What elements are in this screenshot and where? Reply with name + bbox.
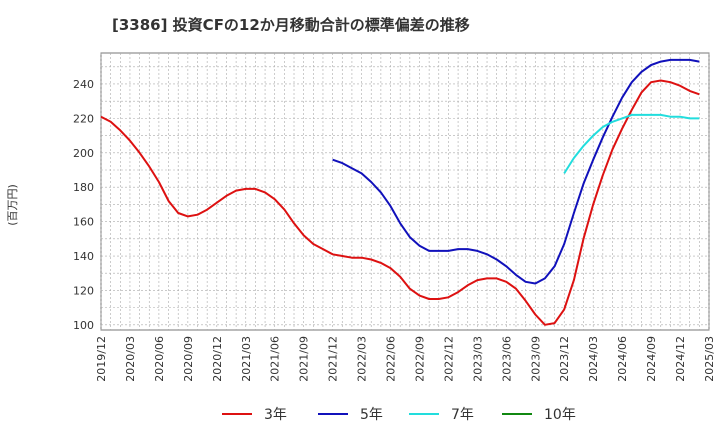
plot-area: [100, 52, 710, 331]
x-tick-label: 2020/06: [153, 336, 166, 382]
legend-label: 10年: [544, 407, 576, 423]
x-tick-label: 2021/09: [298, 336, 311, 382]
legend-label: 3年: [264, 407, 287, 423]
y-tick-label: 100: [73, 319, 94, 332]
x-tick-label: 2024/03: [587, 336, 600, 382]
x-tick-label: 2024/09: [645, 336, 658, 382]
x-tick-label: 2020/12: [211, 336, 224, 382]
y-axis-label: (百万円): [6, 184, 19, 226]
x-axis: 2019/12 2020/03 2020/06 2020/09 2020/12 2021/…: [95, 336, 716, 382]
x-tick-label: 2020/03: [124, 336, 137, 382]
y-tick-label: 200: [73, 147, 94, 160]
y-axis: 100 120 140 160 180 200 220 240: [73, 78, 94, 332]
x-tick-label: 2023/09: [529, 336, 542, 382]
series-layer: [100, 58, 700, 326]
series-line-3年: [100, 79, 700, 326]
y-tick-label: 120: [73, 284, 94, 297]
x-tick-label: 2023/06: [500, 336, 513, 382]
x-tick-label: 2022/03: [356, 336, 369, 382]
legend-label: 7年: [451, 407, 474, 423]
x-tick-label: 2022/06: [385, 336, 398, 382]
x-tick-label: 2022/12: [442, 336, 455, 382]
x-tick-label: 2019/12: [95, 336, 108, 382]
series-line-7年: [563, 113, 700, 174]
y-tick-label: 140: [73, 250, 94, 263]
y-tick-label: 160: [73, 216, 94, 229]
x-tick-label: 2024/12: [674, 336, 687, 382]
legend-label: 5年: [360, 407, 383, 423]
x-tick-label: 2023/12: [558, 336, 571, 382]
x-tick-label: 2025/03: [703, 336, 716, 382]
series-line-5年: [332, 58, 700, 285]
x-tick-label: 2021/03: [240, 336, 253, 382]
grid-layer: [100, 53, 710, 330]
y-tick-label: 240: [73, 78, 94, 91]
y-tick-label: 220: [73, 112, 94, 125]
y-tick-label: 180: [73, 181, 94, 194]
x-tick-label: 2021/06: [269, 336, 282, 382]
x-tick-label: 2024/06: [616, 336, 629, 382]
legend: 3年 5年 7年 10年: [222, 407, 576, 423]
x-tick-label: 2020/09: [182, 336, 195, 382]
x-tick-label: 2021/12: [327, 336, 340, 382]
x-tick-label: 2022/09: [413, 336, 426, 382]
x-tick-label: 2023/03: [471, 336, 484, 382]
chart-title: [3386] 投資CFの12か月移動合計の標準偏差の推移: [112, 16, 470, 34]
